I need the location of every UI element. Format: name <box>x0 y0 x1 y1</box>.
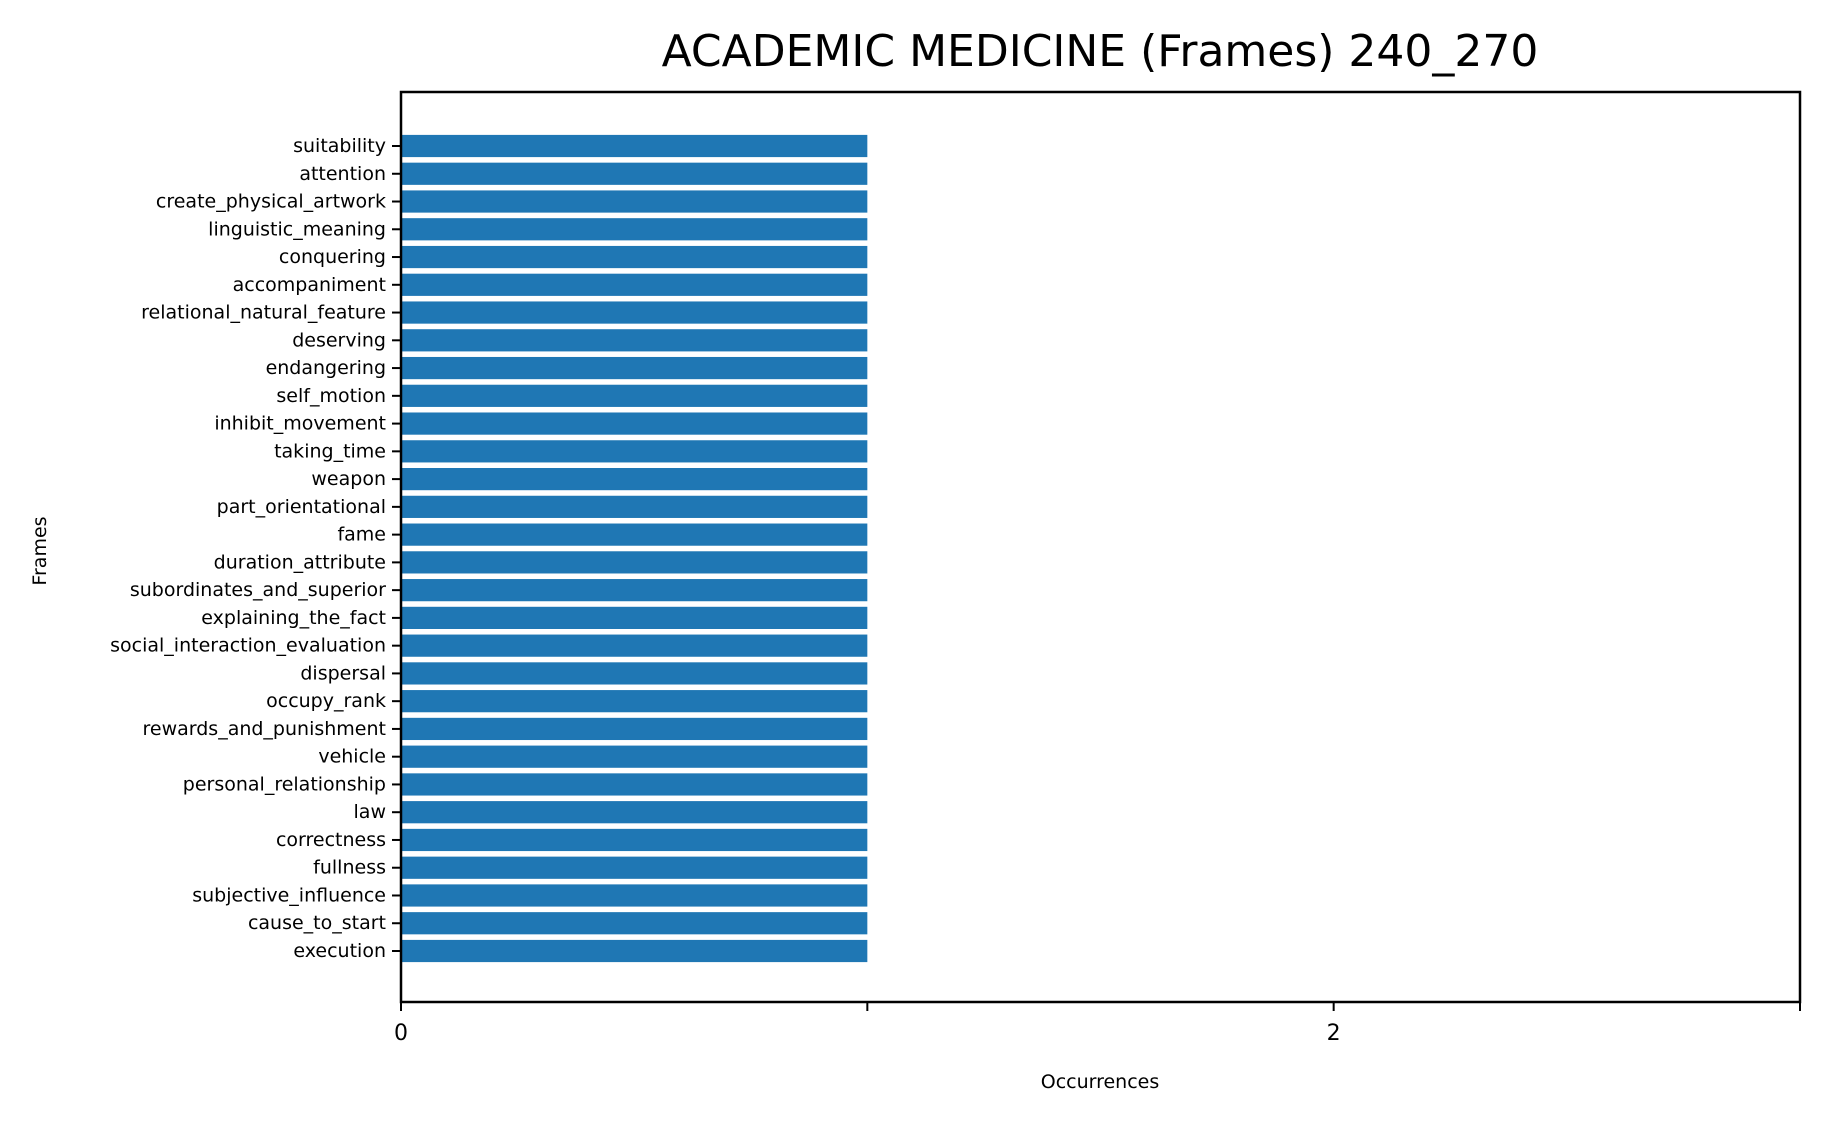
y-tick-label: create_physical_artwork <box>156 191 386 213</box>
bar-execution <box>401 939 868 963</box>
bar-deserving <box>401 329 868 352</box>
y-tick-label: relational_natural_feature <box>141 302 386 324</box>
y-tick-label: fame <box>337 524 386 546</box>
y-tick-label: rewards_and_punishment <box>142 718 386 740</box>
y-tick-label: duration_attribute <box>214 551 386 573</box>
bar-cause_to_start <box>401 912 868 935</box>
y-tick-label: self_motion <box>276 385 386 407</box>
y-tick-label: taking_time <box>274 440 386 462</box>
y-tick-label: correctness <box>276 829 386 851</box>
bar-relational_natural_feature <box>401 301 868 324</box>
bar-weapon <box>401 468 868 491</box>
y-tick-label: part_orientational <box>217 496 386 518</box>
bar-conquering <box>401 245 868 269</box>
y-tick-label: inhibit_movement <box>214 413 386 435</box>
bar-rewards_and_punishment <box>401 717 868 741</box>
bar-attention <box>401 162 868 185</box>
bar-explaining_the_fact <box>401 606 868 629</box>
bar-self_motion <box>401 384 868 407</box>
bar-suitability <box>401 134 868 158</box>
y-tick-label: suitability <box>293 135 386 157</box>
bar-fullness <box>401 856 868 879</box>
x-tick-label: 2 <box>1327 1021 1341 1046</box>
y-tick-label: law <box>354 801 386 823</box>
bar-subjective_influence <box>401 884 868 907</box>
x-axis-label: Occurrences <box>1041 1071 1160 1093</box>
plot-frame <box>399 90 1802 1004</box>
y-tick-label: fullness <box>313 857 386 879</box>
bar-social_interaction_evaluation <box>401 634 868 657</box>
bar-endangering <box>401 356 868 380</box>
y-tick-label: subordinates_and_superior <box>130 579 386 601</box>
bar-subordinates_and_superior <box>401 579 868 602</box>
bar-law <box>401 801 868 824</box>
y-tick-label: accompaniment <box>233 274 386 296</box>
bar-dispersal <box>401 662 868 685</box>
chart-title: ACADEMIC MEDICINE (Frames) 240_270 <box>662 26 1539 77</box>
bar-linguistic_meaning <box>401 218 868 241</box>
bar-vehicle <box>401 745 868 768</box>
y-tick-label: attention <box>299 163 386 185</box>
y-tick-label: social_interaction_evaluation <box>110 635 386 657</box>
y-tick-label: endangering <box>266 357 386 379</box>
bar-taking_time <box>401 440 868 463</box>
bar-personal_relationship <box>401 773 868 796</box>
y-tick-label: deserving <box>292 329 386 351</box>
y-tick-label: dispersal <box>300 662 386 684</box>
bar-accompaniment <box>401 273 868 296</box>
bar-fame <box>401 523 868 546</box>
y-tick-label: subjective_influence <box>192 884 386 906</box>
y-tick-label: conquering <box>279 246 386 268</box>
y-axis: suitability attention create_physical_artw… <box>110 135 401 962</box>
bar-inhibit_movement <box>401 412 868 435</box>
bar-duration_attribute <box>401 551 868 574</box>
y-tick-label: weapon <box>311 468 386 490</box>
y-tick-label: execution <box>293 940 386 962</box>
bar-part_orientational <box>401 495 868 518</box>
y-tick-label: personal_relationship <box>183 773 386 795</box>
y-axis-label: Frames <box>29 516 51 585</box>
y-tick-label: linguistic_meaning <box>208 218 386 240</box>
y-tick-label: vehicle <box>318 746 386 768</box>
bar-correctness <box>401 828 868 852</box>
y-tick-label: cause_to_start <box>248 912 386 934</box>
bar-occupy_rank <box>401 690 868 713</box>
y-tick-label: explaining_the_fact <box>201 607 386 629</box>
bars-layer <box>401 134 868 963</box>
y-tick-label: occupy_rank <box>266 690 386 712</box>
x-tick-label: 0 <box>394 1021 408 1046</box>
bar-create_physical_artwork <box>401 190 868 213</box>
